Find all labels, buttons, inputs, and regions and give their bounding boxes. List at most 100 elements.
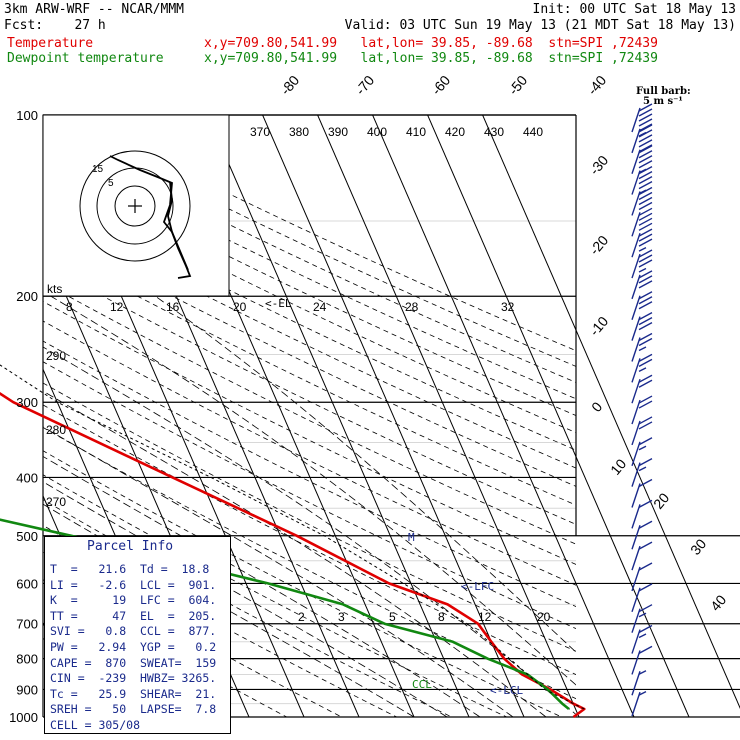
pressure-tick-label: 600: [16, 576, 38, 591]
parcel-info-row: LI = -2.6 LCL = 901.: [50, 577, 217, 592]
temperature-tick-label: -30: [586, 152, 611, 178]
temperature-legend: Temperature: [7, 36, 94, 51]
dewpoint-legend: Dewpoint temperature: [7, 51, 164, 66]
wind-barb: [631, 645, 653, 675]
hodograph: kts 15 5: [42, 114, 230, 297]
theta-label: 390: [328, 125, 348, 139]
wind-barb: [631, 458, 653, 487]
wind-barb: [631, 624, 653, 654]
forecast-hour: Fcst: 27 h: [4, 18, 106, 33]
wind-barb: [631, 499, 653, 529]
mixing-ratio-label: 12: [478, 610, 492, 624]
moist-adiabat: [43, 390, 547, 717]
mixing-ratio-label: 8: [438, 610, 445, 624]
pressure-tick-label: 300: [16, 395, 38, 410]
dry-adiabat: [43, 129, 576, 383]
isotherm: [372, 115, 635, 717]
barb-legend-unit: 5 m s⁻¹: [643, 96, 683, 107]
pressure-tick-label: 1000: [9, 710, 38, 725]
wind-barb: [631, 353, 653, 383]
temperature-tick-label: 10: [607, 456, 629, 478]
parcel-info-row: SVI = 0.8 CCL = 877.: [50, 624, 217, 639]
dry-adiabat: [43, 404, 576, 676]
isotherm: [317, 115, 580, 717]
wind-barb: [631, 541, 653, 571]
parcel-info-row: PW = 2.94 YGP = 0.2: [50, 640, 217, 654]
dry-adiabat: [43, 320, 576, 586]
wind-barb: [631, 186, 653, 216]
mixing-ratio-label: 5: [389, 610, 396, 624]
valid-time: Valid: 03 UTC Sun 19 May 13 (21 MDT Sat …: [344, 18, 736, 33]
wind-barb: [631, 478, 653, 508]
dry-adiabat: [43, 263, 576, 525]
temperature-tick-label: -70: [352, 72, 377, 98]
wind-barb: [631, 395, 653, 425]
pressure-tick-label: 400: [16, 470, 38, 485]
theta-low-label: 270: [46, 495, 66, 509]
isotherm: [207, 115, 470, 717]
dry-adiabat: [43, 361, 576, 630]
wind-barb: [631, 374, 653, 404]
sounding-annotation: M: [408, 531, 415, 544]
temperature-tick-label: -50: [505, 72, 530, 98]
parcel-info-row: CAPE = 870 SWEAT= 159: [50, 655, 217, 670]
wind-barb: [631, 562, 653, 592]
pressure-tick-label: 800: [16, 652, 38, 667]
mixing-ratio-label: 20: [537, 610, 551, 624]
theta-label: 400: [367, 125, 387, 139]
parcel-info-row: SREH = 50 LAPSE= 7.8: [50, 702, 217, 717]
theta-e-label: 24: [313, 300, 327, 314]
temperature-tick-label: -60: [428, 72, 453, 98]
sounding-annotation: <-LCL: [490, 684, 523, 697]
wind-barb: [631, 583, 653, 613]
sounding-annotation: CCL: [412, 678, 432, 691]
parcel-info-row: K = 19 LFC = 604.: [50, 593, 217, 608]
mixing-ratio-label: 3: [338, 610, 345, 624]
pressure-tick-label: 500: [16, 529, 38, 544]
hodograph-ring: [79, 150, 191, 262]
barb-legend-title: Full barb:: [636, 86, 691, 97]
theta-e-label: 28: [405, 300, 419, 314]
wind-barb: [631, 270, 653, 300]
theta-low-label: 290: [46, 349, 66, 363]
dry-adiabat: [43, 450, 562, 717]
wind-barb: [631, 124, 653, 154]
theta-label: 430: [484, 125, 504, 139]
pressure-tick-label: 900: [16, 682, 38, 697]
model-title: 3km ARW-WRF -- NCAR/MMM: [4, 2, 185, 17]
temperature-tick-label: 0: [588, 399, 605, 415]
dry-adiabat: [43, 300, 576, 565]
wind-barb: [631, 207, 653, 237]
temperature-tick-label: -80: [277, 72, 302, 98]
temperature-profile: [0, 392, 586, 719]
theta-e-label: 20: [233, 300, 247, 314]
dry-adiabat: [43, 210, 576, 469]
dry-adiabat: [43, 474, 507, 717]
isotherm: [427, 115, 690, 717]
init-time: Init: 00 UTC Sat 18 May 13: [532, 2, 737, 17]
dry-adiabat: [43, 227, 576, 487]
theta-e-label: 16: [166, 300, 180, 314]
wind-barb: [631, 416, 653, 446]
parcel-path: [0, 364, 585, 710]
diagram-grid: [42, 114, 740, 718]
wind-barb: [631, 312, 653, 341]
parcel-info-row: CIN = -239 HWBZ= 3265.: [50, 671, 217, 686]
pressure-tick-label: 200: [16, 289, 38, 304]
wind-barb: [631, 249, 653, 279]
parcel-info-row: TT = 47 EL = 205.: [50, 608, 217, 623]
theta-label: 420: [445, 125, 465, 139]
dewpoint-legend-info: x,y=709.80,541.99 lat,lon= 39.85, -89.68…: [204, 51, 658, 66]
wind-barb: [631, 604, 653, 633]
hodograph-ring-label: 15: [92, 164, 104, 175]
dry-adiabat: [43, 160, 576, 416]
temperature-tick-label: 30: [687, 536, 709, 558]
temperature-legend-info: x,y=709.80,541.99 lat,lon= 39.85, -89.68…: [204, 36, 658, 51]
wind-barb: [631, 291, 653, 320]
temperature-tick-label: -20: [586, 232, 611, 258]
sounding-annotation: <-EL: [265, 297, 292, 310]
parcel-info-title: Parcel Info: [87, 539, 174, 554]
parcel-info-row: CELL = 305/08: [50, 718, 141, 732]
wind-barb: [631, 332, 653, 362]
